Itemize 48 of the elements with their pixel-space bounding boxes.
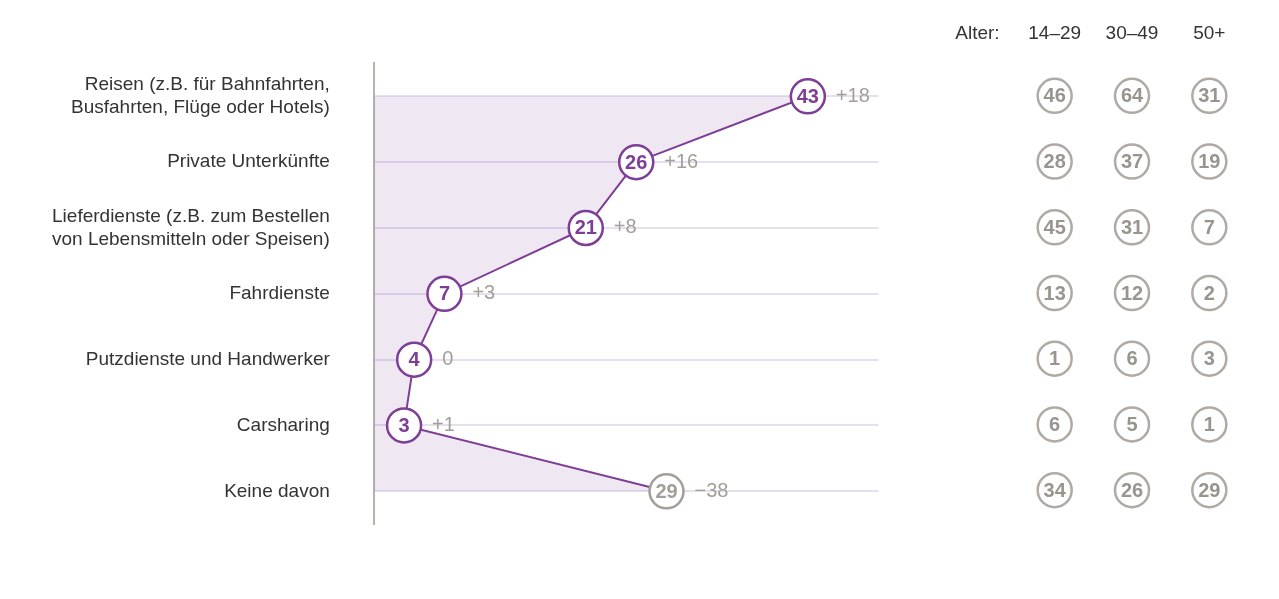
x-tick-label: 50+	[1193, 22, 1226, 44]
point	[385, 407, 423, 444]
data-label: 37	[1120, 150, 1144, 173]
annotation: −38	[694, 478, 729, 501]
y-tick-label: Putzdienste und Handwerker	[85, 347, 331, 369]
annotation: +3	[472, 281, 496, 304]
chart-title: Alter:	[955, 22, 1000, 44]
data-label: 5	[1126, 412, 1138, 435]
data-label: 4	[408, 348, 421, 371]
annotation: +16	[664, 149, 699, 172]
data-label: 21	[574, 216, 597, 239]
data-label: 19	[1198, 150, 1221, 173]
annotation: +18	[835, 83, 870, 106]
data-label: 6	[1126, 347, 1138, 370]
x-tick-label: 14–29	[1028, 22, 1082, 44]
data-label: 31	[1198, 84, 1221, 107]
data-label: 3	[398, 413, 410, 436]
data-label: 29	[655, 479, 678, 502]
y-tick-label: Carsharing	[236, 413, 330, 435]
x-tick-label: 30–49	[1105, 22, 1159, 44]
data-label: 26	[625, 150, 648, 173]
y-tick-label: Lieferdienste (z.B. zum Bestellen von Lebensmitteln oder Speisen)	[51, 204, 330, 249]
annotation: +8	[613, 215, 637, 238]
data-label: 1	[1049, 347, 1061, 370]
y-tick-label: Private Unterkünfte	[167, 150, 330, 172]
data-label: 3	[1203, 347, 1215, 370]
data-label: 28	[1043, 150, 1066, 173]
data-label: 7	[1203, 215, 1215, 238]
point	[426, 275, 463, 313]
data-label: 34	[1043, 478, 1067, 501]
data-label: 13	[1043, 281, 1066, 304]
data-label: 43	[796, 84, 819, 107]
data-label: 31	[1120, 215, 1144, 238]
data-label: 46	[1043, 84, 1066, 107]
data-label: 6	[1049, 412, 1061, 435]
y-tick-label: Reisen (z.B. für Bahnfahrten, Busfahrten, Flüge oder Hotels)	[71, 73, 330, 117]
annotation: 0	[442, 347, 454, 370]
data-label: 7	[438, 282, 451, 305]
data-label: 29	[1198, 478, 1221, 501]
data-label: 12	[1120, 281, 1144, 304]
y-tick-label: Fahrdienste	[229, 282, 330, 304]
data-label: 2	[1203, 281, 1215, 304]
data-label: 1	[1203, 412, 1215, 435]
data-label: 26	[1120, 478, 1144, 501]
data-label: 64	[1120, 84, 1144, 107]
y-tick-label: Keine davon	[224, 479, 330, 501]
data-label: 45	[1043, 215, 1066, 238]
annotation: +1	[432, 412, 455, 435]
